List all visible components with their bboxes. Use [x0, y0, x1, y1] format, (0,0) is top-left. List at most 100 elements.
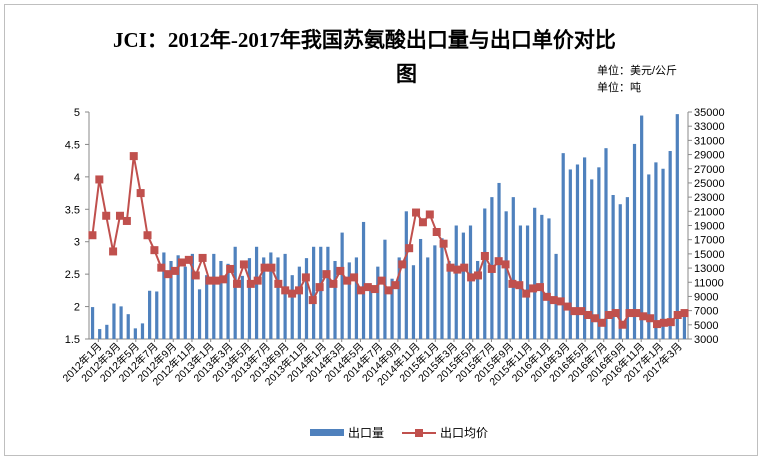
legend-label-price: 出口均价: [440, 426, 488, 440]
price-point: [460, 263, 469, 272]
volume-bar: [176, 255, 180, 339]
chart-title-line2: 图: [396, 62, 417, 86]
legend: 出口量 出口均价: [310, 426, 488, 440]
volume-bar: [390, 278, 394, 339]
volume-bar: [625, 197, 629, 340]
volume-bar: [162, 252, 166, 339]
left-tick-label: 4: [74, 172, 80, 184]
volume-bar: [647, 174, 651, 339]
price-point: [412, 208, 421, 217]
volume-bar: [597, 167, 601, 339]
right-tick-label: 15000: [694, 249, 725, 261]
price-point: [177, 258, 186, 267]
volume-bar: [240, 275, 244, 339]
volume-bar: [326, 246, 330, 339]
price-point: [308, 296, 317, 305]
price-point: [253, 276, 262, 285]
volume-bar: [98, 329, 102, 339]
right-tick-label: 35000: [694, 107, 725, 119]
price-point: [370, 285, 379, 294]
price-point: [233, 279, 242, 288]
right-tick-label: 27000: [694, 164, 725, 176]
left-tick-label: 2.5: [65, 269, 80, 281]
volume-bar: [654, 162, 658, 339]
volume-bar: [525, 225, 530, 339]
price-line-series: [88, 152, 689, 329]
price-point: [432, 227, 441, 236]
price-point: [597, 318, 606, 327]
volume-bar: [476, 260, 480, 339]
price-point: [246, 279, 255, 288]
volume-bar: [112, 303, 116, 339]
price-point: [336, 266, 345, 275]
price-point: [171, 266, 180, 275]
price-point: [315, 283, 324, 292]
left-axis-ticks: 1.5 2 2.5 3 3.5 4 4.5 5: [65, 107, 89, 346]
price-point: [611, 309, 620, 318]
price-point: [577, 307, 586, 316]
price-point: [274, 279, 283, 288]
volume-bar: [561, 153, 565, 339]
volume-bar: [440, 238, 444, 339]
price-point: [363, 283, 372, 292]
chart: JCI：2012年-2017年我国苏氨酸出口量与出口单价对比 图 单位：美元/公…: [60, 28, 725, 440]
volume-bar: [297, 266, 301, 339]
right-tick-label: 21000: [694, 206, 725, 218]
price-point: [281, 286, 290, 295]
volume-bar: [90, 307, 95, 339]
volume-bar: [590, 179, 594, 339]
price-line: [91, 155, 685, 327]
volume-bar: [397, 257, 401, 339]
price-point: [405, 244, 414, 253]
right-axis-ticks: 3000 5000 7000 9000 11000 13000 15000 17000 1900…: [688, 107, 725, 346]
price-point: [377, 276, 386, 285]
price-point: [529, 284, 538, 293]
price-point: [109, 247, 118, 256]
legend-swatch-price-marker: [415, 429, 423, 437]
unit-label-price: 单位：美元/公斤: [597, 63, 677, 77]
price-point: [301, 273, 310, 282]
price-point: [350, 273, 359, 282]
right-tick-label: 3000: [694, 334, 718, 346]
chart-frame: JCI：2012年-2017年我国苏氨酸出口量与出口单价对比 图 单位：美元/公…: [4, 4, 758, 456]
volume-bar: [133, 328, 137, 339]
volume-bar: [568, 169, 572, 339]
price-point: [102, 211, 111, 220]
left-tick-label: 1.5: [65, 334, 80, 346]
price-point: [584, 311, 593, 319]
volume-bar: [219, 260, 223, 339]
volume-bar: [347, 262, 351, 339]
price-point: [653, 320, 662, 329]
price-point: [329, 279, 338, 288]
volume-bar: [319, 246, 323, 339]
volume-bar: [468, 225, 473, 339]
volume-bar: [333, 260, 337, 339]
volume-bar: [504, 211, 508, 339]
price-point: [467, 273, 476, 282]
price-point: [129, 152, 138, 161]
plot-area: 1.5 2 2.5 3 3.5 4 4.5 5 3000 5000 7000 9000 11000 13…: [60, 107, 725, 388]
volume-bar: [247, 258, 252, 339]
right-tick-label: 23000: [694, 192, 725, 204]
right-tick-label: 29000: [694, 150, 725, 162]
left-tick-label: 5: [74, 107, 80, 119]
price-point: [143, 231, 152, 240]
volume-bar: [511, 197, 515, 340]
volume-bar: [682, 310, 687, 340]
volume-bar: [361, 221, 366, 339]
right-tick-label: 17000: [694, 235, 725, 247]
volume-bar: [418, 238, 423, 339]
price-point: [425, 210, 434, 219]
price-point: [480, 251, 489, 260]
price-point: [639, 312, 648, 321]
right-tick-label: 31000: [694, 135, 725, 147]
price-point: [604, 311, 613, 319]
volume-bar: [668, 151, 672, 339]
price-point: [446, 263, 455, 272]
volume-bar: [354, 257, 359, 339]
volume-bar: [604, 148, 608, 339]
price-point: [343, 276, 352, 285]
price-point: [494, 257, 503, 266]
volume-bar: [540, 214, 544, 339]
volume-bar: [119, 306, 123, 339]
